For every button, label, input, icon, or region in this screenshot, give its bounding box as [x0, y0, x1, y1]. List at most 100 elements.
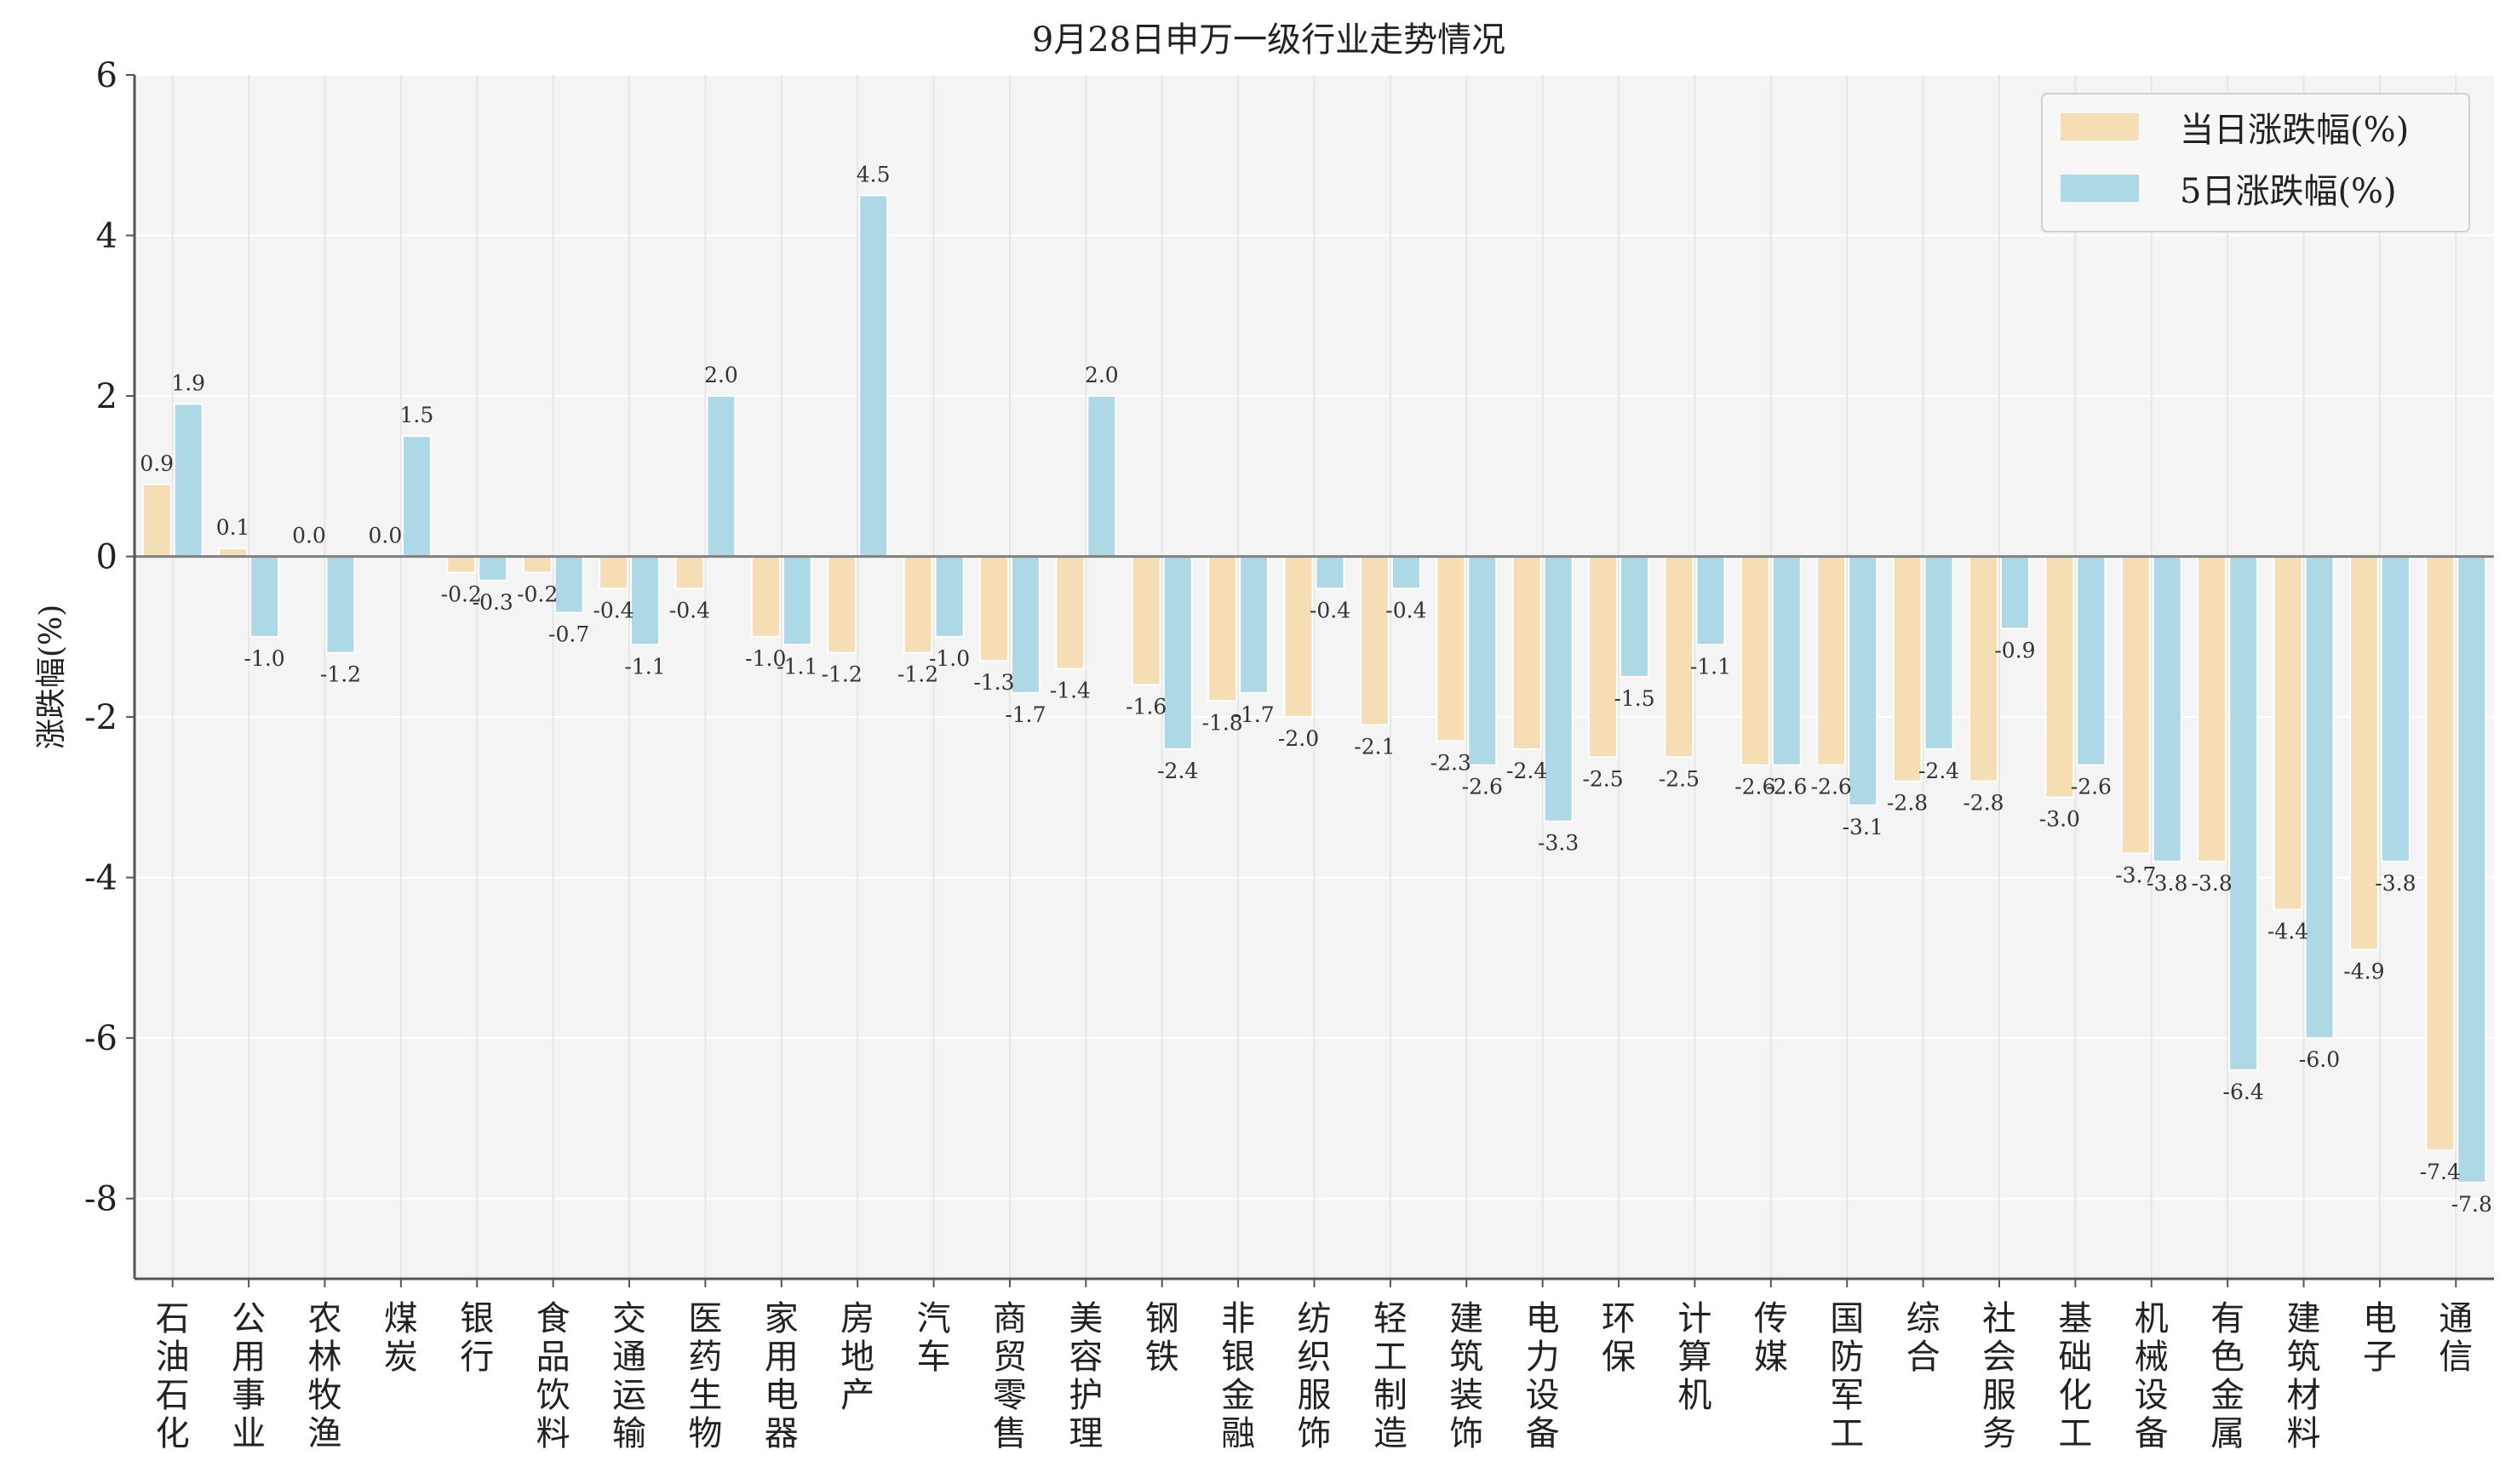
category-label-char: 容 — [1069, 1338, 1103, 1377]
data-label-daily: -2.4 — [1506, 759, 1547, 783]
bar-5day — [325, 555, 356, 654]
category-label-char: 行 — [460, 1338, 494, 1377]
data-label-5day: -0.4 — [1385, 598, 1426, 622]
data-label-daily: -2.5 — [1659, 766, 1700, 791]
category-label-char: 算 — [1677, 1338, 1711, 1377]
bar-daily — [1968, 555, 1998, 782]
category-label-char: 工 — [1373, 1338, 1407, 1377]
category-label-char: 事 — [232, 1376, 266, 1415]
category-label-char: 饰 — [1449, 1414, 1483, 1453]
category-label-char: 售 — [993, 1414, 1027, 1453]
category-label-char: 工 — [2058, 1414, 2092, 1453]
category-label-char: 服 — [1298, 1376, 1332, 1415]
data-label-5day: -1.1 — [1690, 654, 1731, 679]
category-label-char: 建 — [1449, 1299, 1483, 1338]
category-label-char: 煤 — [384, 1299, 418, 1338]
data-label-5day: -0.3 — [473, 590, 513, 615]
category-label-char: 筑 — [1449, 1338, 1483, 1377]
data-label-daily: 0.0 — [368, 524, 402, 548]
bar-daily — [2120, 555, 2151, 855]
category-label-char: 输 — [612, 1414, 646, 1453]
category-label-char: 炭 — [384, 1338, 418, 1377]
bar-5day — [1848, 555, 1878, 806]
bar-5day — [1999, 555, 2030, 630]
y-tick-labels: 6 4 2 0 -2 -4 -6 -8 — [84, 56, 135, 1219]
category-label-char: 通 — [612, 1338, 646, 1377]
category-label-char: 媒 — [1754, 1338, 1788, 1377]
bar-daily — [1816, 555, 1847, 766]
bar-5day — [249, 555, 280, 638]
category-label-char: 物 — [688, 1414, 722, 1453]
category-label-char: 油 — [156, 1338, 190, 1377]
category-label-char: 备 — [2135, 1414, 2169, 1453]
data-label-daily: 0.1 — [216, 515, 250, 540]
category-label-char: 林 — [307, 1338, 341, 1377]
bar-daily — [446, 555, 477, 574]
category-label-char: 渔 — [307, 1414, 341, 1453]
bars — [141, 194, 2487, 1183]
category-label-char: 会 — [1982, 1338, 2016, 1377]
category-label-char: 机 — [1677, 1376, 1711, 1415]
bar-daily — [903, 555, 933, 654]
category-label-char: 石 — [156, 1299, 190, 1338]
category-label-char: 商 — [993, 1299, 1027, 1338]
category-label-char: 有 — [2210, 1299, 2244, 1338]
category-label-char: 建 — [2287, 1299, 2321, 1338]
bar-5day — [2304, 555, 2335, 1040]
legend-swatch-5day — [2061, 175, 2139, 202]
category-label-char: 理 — [1069, 1414, 1103, 1453]
category-label-char: 银 — [1221, 1338, 1255, 1377]
data-label-5day: -2.6 — [2071, 775, 2112, 799]
category-label-char: 保 — [1602, 1338, 1636, 1377]
bar-daily — [1131, 555, 1161, 686]
category-label-char: 医 — [688, 1299, 722, 1338]
y-tick-label: -6 — [84, 1019, 118, 1058]
category-label-char: 机 — [2135, 1299, 2169, 1338]
category-label-char: 零 — [993, 1376, 1027, 1415]
category-label-char: 制 — [1373, 1376, 1407, 1415]
data-label-5day: -1.7 — [1005, 702, 1046, 727]
bar-5day — [1390, 555, 1421, 590]
category-label-char: 设 — [1526, 1376, 1560, 1415]
bar-5day — [858, 194, 889, 558]
category-label-char: 防 — [1830, 1338, 1864, 1377]
legend: 当日涨跌幅(%) 5日涨跌幅(%) — [2041, 93, 2470, 232]
bar-5day — [2457, 555, 2487, 1183]
bar-daily — [2348, 555, 2379, 951]
bar-5day — [2076, 555, 2107, 766]
category-label-char: 交 — [612, 1299, 646, 1338]
category-label-char: 用 — [765, 1338, 799, 1377]
data-label-daily: -1.2 — [897, 662, 938, 687]
category-label-char: 食 — [536, 1299, 570, 1338]
data-label-5day: -6.4 — [2223, 1080, 2264, 1104]
bar-daily — [750, 555, 781, 638]
data-label-daily: -2.6 — [1734, 775, 1775, 799]
category-label-char: 器 — [765, 1414, 799, 1453]
category-label-char: 电 — [765, 1376, 799, 1415]
category-label-char: 械 — [2135, 1338, 2169, 1377]
bar-daily — [522, 555, 553, 574]
data-label-daily: -0.2 — [517, 582, 558, 606]
bar-daily — [141, 483, 172, 558]
bar-5day — [1923, 555, 1954, 750]
category-label-char: 石 — [156, 1376, 190, 1415]
data-label-5day: 4.5 — [857, 162, 891, 186]
data-label-daily: -2.6 — [1811, 775, 1852, 799]
category-label-char: 属 — [2210, 1414, 2244, 1453]
bar-5day — [782, 555, 812, 646]
category-label-char: 织 — [1298, 1338, 1332, 1377]
category-label-char: 饮 — [536, 1376, 570, 1415]
data-label-daily: -1.4 — [1050, 679, 1091, 703]
bar-5day — [1543, 555, 1574, 822]
category-label-char: 业 — [232, 1414, 266, 1453]
data-label-5day: -3.8 — [2147, 871, 2187, 896]
data-label-daily: -2.1 — [1354, 735, 1395, 759]
category-label-char: 环 — [1602, 1299, 1636, 1338]
category-label-char: 础 — [2058, 1338, 2092, 1377]
category-label-char: 备 — [1526, 1414, 1560, 1453]
category-label-char: 品 — [536, 1338, 570, 1377]
category-label-char: 用 — [232, 1338, 266, 1377]
bar-5day — [1467, 555, 1498, 766]
bar-5day — [1239, 555, 1270, 694]
data-label-daily: -0.4 — [593, 598, 633, 622]
